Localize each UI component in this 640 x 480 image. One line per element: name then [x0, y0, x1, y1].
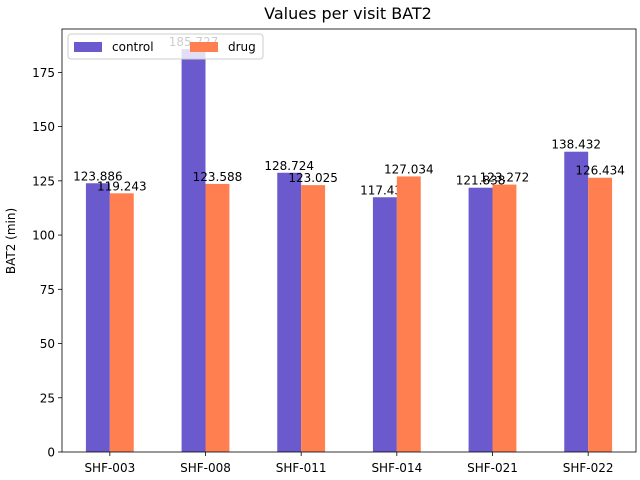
legend-label-drug: drug — [228, 40, 256, 54]
x-tick-label-3: SHF-011 — [276, 461, 327, 475]
bar-control-4 — [372, 197, 397, 452]
data-label-control-1: 123.886 — [73, 169, 123, 183]
y-tick-label-1: 0 — [47, 446, 55, 460]
x-tick-label-2: SHF-008 — [180, 461, 231, 475]
data-label-control-5: 121.838 — [456, 174, 506, 188]
data-label-drug-3: 123.025 — [288, 171, 338, 185]
plot-area: 123.886185.727128.724117.435121.838138.4… — [32, 28, 637, 475]
data-label-drug-4: 127.034 — [384, 162, 434, 176]
y-tick-label-6: 125 — [32, 174, 55, 188]
bar-control-6 — [564, 151, 589, 452]
data-label-drug-5: 123.272 — [480, 171, 530, 185]
bar-drug-2 — [205, 183, 230, 452]
bar-drug-3 — [301, 185, 326, 452]
legend-swatch-control — [74, 42, 102, 52]
y-tick-label-3: 50 — [40, 337, 55, 351]
legend-box — [67, 33, 264, 60]
bar-drug-4 — [396, 176, 421, 452]
y-axis-label: BAT2 (min) — [4, 208, 18, 274]
y-tick-label-8: 175 — [32, 66, 55, 80]
x-tick-label-6: SHF-022 — [563, 461, 614, 475]
x-tick-label-4: SHF-014 — [371, 461, 422, 475]
legend-swatch-drug — [190, 42, 218, 52]
bar-control-2 — [181, 49, 206, 453]
data-label-control-6: 138.432 — [551, 138, 601, 152]
bar-drug-5 — [492, 184, 517, 452]
bar-drug-1 — [109, 193, 134, 452]
data-label-drug-6: 126.434 — [575, 164, 625, 178]
y-tick-label-2: 25 — [40, 391, 55, 405]
x-tick-label-5: SHF-021 — [467, 461, 518, 475]
bar-control-3 — [277, 172, 302, 452]
y-tick-label-7: 150 — [32, 120, 55, 134]
y-tick-label-4: 75 — [40, 283, 55, 297]
chart-title: Values per visit BAT2 — [264, 4, 432, 23]
legend-label-control: control — [112, 40, 154, 54]
bar-drug-6 — [588, 177, 613, 453]
data-label-drug-1: 119.243 — [97, 179, 147, 193]
bar-control-5 — [468, 187, 493, 452]
data-label-drug-2: 123.588 — [193, 170, 243, 184]
bar-control-1 — [85, 183, 110, 452]
x-tick-label-1: SHF-003 — [84, 461, 135, 475]
y-tick-label-5: 100 — [32, 229, 55, 243]
legend: control drug — [67, 33, 264, 60]
plot-frame — [61, 28, 637, 453]
data-label-control-3: 128.724 — [264, 159, 314, 173]
